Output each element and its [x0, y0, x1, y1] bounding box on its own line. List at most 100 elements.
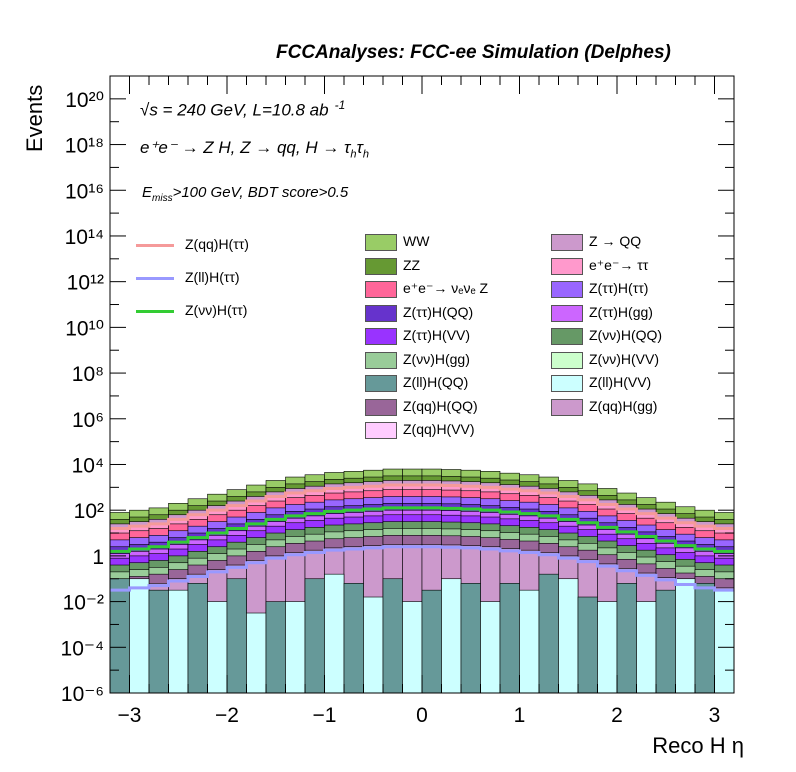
annotation-energy: √s = 240 GeV, L=10.8 ab -1 — [140, 98, 345, 121]
y-tick-label-3: 10⁻² — [63, 592, 104, 615]
legend-swatch-c2-2 — [551, 257, 583, 275]
annotation-process: e⁺e⁻ → Z H, Z → qq, H → τhτh — [140, 138, 369, 160]
x-tick-label-7: 3 — [709, 704, 721, 727]
y-axis-label: Events — [22, 84, 47, 152]
legend-signal-line-3 — [136, 310, 174, 313]
low-bar-32 — [714, 589, 735, 694]
low-bar-3 — [148, 589, 169, 694]
low-bar-4 — [168, 589, 189, 694]
low-bar-14 — [363, 596, 384, 694]
legend-swatch-c2-5 — [551, 328, 583, 345]
x-tick-label-2: −2 — [215, 704, 239, 727]
legend-signal-line-2 — [136, 277, 174, 280]
y-tick-label-5: 10² — [74, 500, 104, 523]
legend-label-c1-4: Z(ττ)H(QQ) — [403, 303, 474, 320]
legend-label-c2-2: e⁺e⁻→ ττ — [589, 256, 649, 273]
y-tick-label-1: 10⁻⁶ — [61, 683, 104, 706]
low-bar-27 — [616, 583, 637, 694]
legend-label-c1-7: Z(ll)H(QQ) — [403, 374, 469, 390]
y-tick-label-4: 1 — [92, 546, 104, 569]
legend-swatch-c1-9 — [365, 422, 397, 439]
legend-signal-line-1 — [136, 244, 174, 247]
low-bar-13 — [343, 583, 364, 694]
y-tick-label-9: 10¹⁰ — [65, 317, 104, 340]
annotation-cuts-sub: miss — [152, 193, 173, 204]
low-bar-21 — [499, 583, 520, 694]
legend-swatch-c1-4 — [365, 304, 397, 322]
annotation-energy-text: √s = 240 GeV, L=10.8 ab — [140, 100, 329, 120]
y-tick-label-10: 10¹² — [67, 272, 104, 295]
low-bar-12 — [324, 573, 345, 694]
legend-label-c2-7: Z(ll)H(VV) — [589, 374, 652, 390]
legend-swatch-c2-8 — [551, 398, 583, 416]
x-tick-label-4: 0 — [416, 704, 428, 727]
legend-swatch-c2-4 — [551, 304, 583, 322]
legend-label-c2-8: Z(qq)H(gg) — [589, 397, 658, 414]
legend-signal-label-1: Z(qq)H(ττ) — [185, 236, 249, 252]
legend-signal-label-2: Z(ll)H(ττ) — [185, 269, 240, 285]
legend-swatch-c1-1 — [365, 234, 397, 251]
legend-label-c1-1: WW — [403, 233, 430, 249]
low-bar-9 — [265, 601, 286, 694]
legend-label-c2-3: Z(ττ)H(ττ) — [589, 280, 649, 296]
signal-line-1 — [110, 483, 734, 530]
x-tick-label-1: −3 — [118, 704, 142, 727]
x-tick-label-3: −1 — [313, 704, 337, 727]
signal-line-2 — [110, 545, 734, 592]
low-bar-17 — [421, 589, 442, 694]
low-bar-10 — [285, 601, 306, 694]
annotation-cuts-rest: >100 GeV, BDT score>0.5 — [172, 184, 349, 201]
annotation-process-tail: τ — [356, 138, 363, 157]
y-tick-label-14: 10²⁰ — [65, 89, 104, 112]
y-tick-label-13: 10¹⁸ — [65, 135, 104, 158]
annotation-cuts: Emiss>100 GeV, BDT score>0.5 — [142, 184, 348, 204]
legend-swatch-c2-3 — [551, 281, 583, 298]
low-bar-20 — [480, 601, 501, 694]
low-bar-5 — [187, 583, 208, 694]
legend-label-c1-8: Z(qq)H(QQ) — [403, 397, 478, 414]
annotation-process-sub2: h — [362, 148, 370, 161]
legend-swatch-c1-7 — [365, 375, 397, 392]
legend-swatch-c1-5 — [365, 328, 397, 345]
legend-swatch-c2-1 — [551, 234, 583, 251]
legend-swatch-c1-8 — [365, 398, 397, 416]
annotation-energy-sup: -1 — [334, 98, 346, 112]
y-tick-label-8: 10⁸ — [72, 363, 104, 386]
x-axis-label: Reco H η — [652, 733, 744, 758]
legend-label-c1-6: Z(νν)H(gg) — [403, 350, 470, 367]
x-tick-label-6: 2 — [611, 704, 623, 727]
low-bar-15 — [382, 578, 403, 694]
legend-label-c2-6: Z(νν)H(VV) — [589, 350, 659, 367]
low-bar-25 — [577, 596, 598, 694]
low-bar-18 — [441, 578, 462, 694]
low-bar-31 — [694, 583, 715, 694]
signal-line-3 — [110, 506, 734, 553]
legend-label-c1-2: ZZ — [403, 256, 421, 273]
low-bar-28 — [636, 601, 657, 694]
low-bar-26 — [597, 601, 618, 694]
legend-label-c2-1: Z → QQ — [589, 233, 642, 249]
low-bar-19 — [460, 583, 481, 694]
legend-label-c2-4: Z(ττ)H(gg) — [589, 303, 653, 320]
y-tick-label-2: 10⁻⁴ — [61, 637, 104, 660]
y-tick-label-6: 10⁴ — [72, 454, 104, 477]
legend-swatch-c2-7 — [551, 375, 583, 392]
low-bar-11 — [304, 578, 325, 694]
low-bar-2 — [129, 578, 150, 694]
legend-signal-label-3: Z(νν)H(ττ) — [185, 302, 248, 318]
low-bar-16 — [402, 601, 423, 694]
y-tick-label-7: 10⁶ — [72, 409, 104, 432]
annotation-process-sub1: h — [350, 148, 357, 161]
y-tick-label-12: 10¹⁶ — [65, 180, 104, 203]
legend-swatch-c1-2 — [365, 257, 397, 275]
legend-label-c1-9: Z(qq)H(VV) — [403, 421, 475, 437]
low-bar-22 — [519, 589, 540, 694]
legend-label-c2-5: Z(νν)H(QQ) — [589, 327, 663, 343]
low-bar-24 — [558, 578, 579, 694]
plot-header: FCCAnalyses: FCC-ee Simulation (Delphes) — [276, 42, 671, 63]
legend-label-c1-3: e⁺e⁻→ νₑνₑ Z — [403, 280, 489, 296]
x-tick-label-5: 1 — [514, 704, 526, 727]
annotation-process-text: e⁺e⁻ → Z H, Z → qq, H → τ — [140, 138, 351, 157]
legend-swatch-c1-3 — [365, 281, 397, 298]
low-bar-6 — [207, 601, 228, 694]
